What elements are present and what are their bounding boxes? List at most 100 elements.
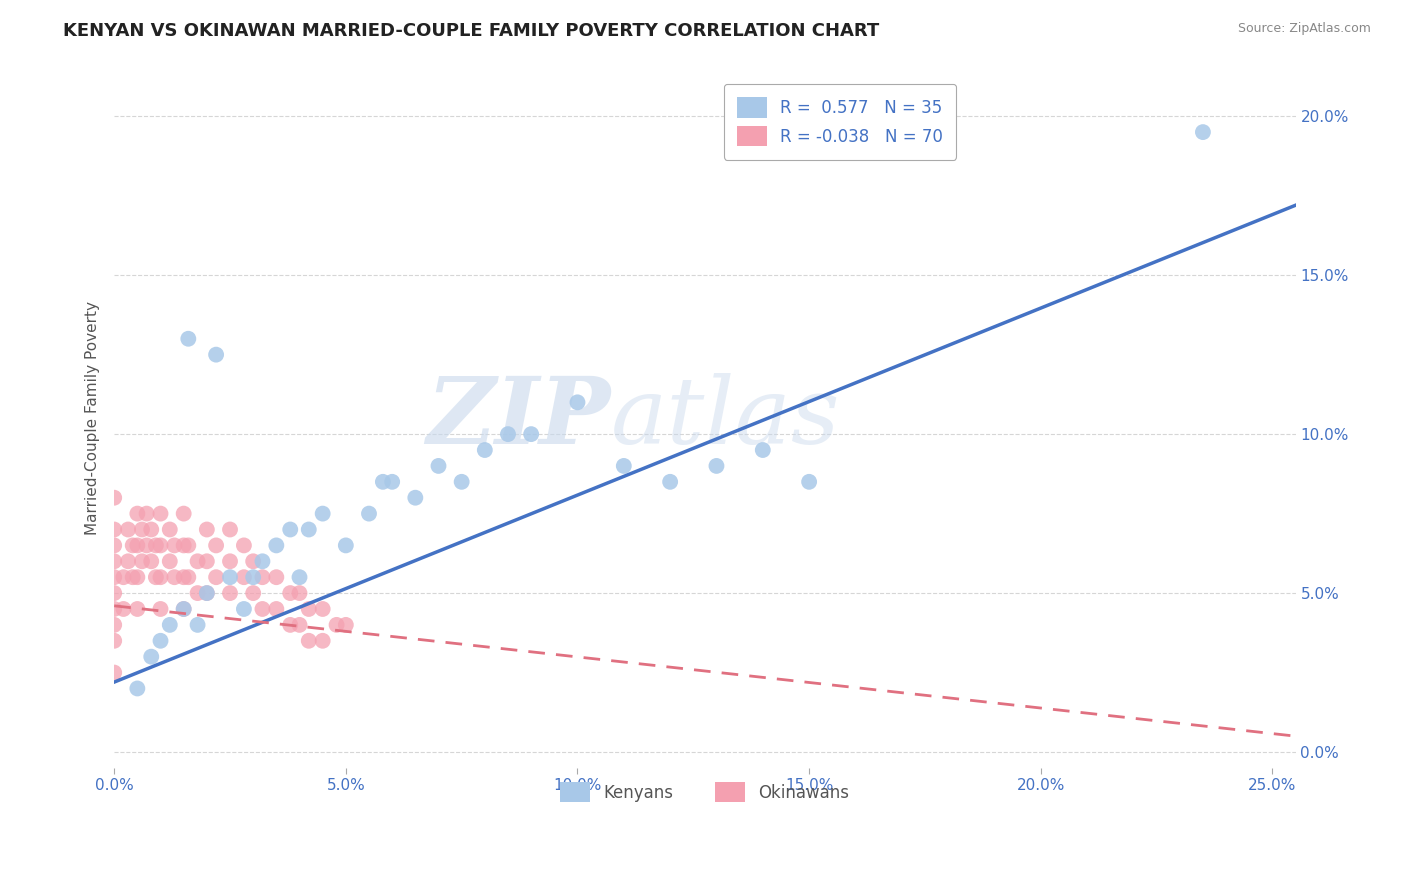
- Point: [381, 475, 404, 489]
- Point: [232, 570, 254, 584]
- Point: [177, 538, 200, 552]
- Legend: Kenyans, Okinawans: Kenyans, Okinawans: [547, 769, 863, 815]
- Point: [173, 570, 195, 584]
- Point: [266, 602, 288, 616]
- Point: [278, 586, 301, 600]
- Point: [103, 538, 125, 552]
- Point: [187, 554, 209, 568]
- Point: [127, 570, 149, 584]
- Point: [567, 395, 589, 409]
- Point: [127, 538, 149, 552]
- Point: [288, 586, 311, 600]
- Point: [149, 538, 172, 552]
- Point: [474, 443, 496, 458]
- Point: [121, 570, 143, 584]
- Point: [103, 554, 125, 568]
- Point: [219, 554, 242, 568]
- Point: [149, 602, 172, 616]
- Point: [145, 570, 167, 584]
- Point: [371, 475, 394, 489]
- Point: [103, 602, 125, 616]
- Point: [103, 491, 125, 505]
- Point: [288, 618, 311, 632]
- Point: [278, 523, 301, 537]
- Point: [298, 523, 321, 537]
- Point: [103, 523, 125, 537]
- Point: [450, 475, 472, 489]
- Point: [335, 538, 357, 552]
- Point: [127, 681, 149, 696]
- Point: [103, 633, 125, 648]
- Text: Source: ZipAtlas.com: Source: ZipAtlas.com: [1237, 22, 1371, 36]
- Point: [219, 586, 242, 600]
- Point: [173, 602, 195, 616]
- Point: [117, 523, 139, 537]
- Point: [797, 475, 820, 489]
- Point: [242, 554, 264, 568]
- Point: [298, 602, 321, 616]
- Point: [121, 538, 143, 552]
- Point: [187, 586, 209, 600]
- Point: [135, 538, 157, 552]
- Text: KENYAN VS OKINAWAN MARRIED-COUPLE FAMILY POVERTY CORRELATION CHART: KENYAN VS OKINAWAN MARRIED-COUPLE FAMILY…: [63, 22, 880, 40]
- Point: [195, 554, 218, 568]
- Point: [659, 475, 682, 489]
- Point: [278, 618, 301, 632]
- Point: [159, 523, 181, 537]
- Point: [177, 570, 200, 584]
- Point: [195, 523, 218, 537]
- Point: [103, 570, 125, 584]
- Point: [252, 602, 274, 616]
- Point: [520, 427, 543, 442]
- Point: [298, 633, 321, 648]
- Point: [311, 507, 333, 521]
- Point: [242, 570, 264, 584]
- Point: [613, 458, 636, 473]
- Point: [242, 586, 264, 600]
- Point: [131, 554, 153, 568]
- Point: [103, 618, 125, 632]
- Point: [205, 348, 228, 362]
- Point: [149, 633, 172, 648]
- Point: [311, 633, 333, 648]
- Point: [325, 618, 347, 632]
- Point: [141, 554, 163, 568]
- Point: [427, 458, 450, 473]
- Point: [219, 523, 242, 537]
- Point: [219, 570, 242, 584]
- Text: ZIP: ZIP: [426, 373, 610, 463]
- Point: [404, 491, 426, 505]
- Point: [706, 458, 728, 473]
- Point: [357, 507, 380, 521]
- Point: [252, 570, 274, 584]
- Point: [141, 523, 163, 537]
- Point: [205, 570, 228, 584]
- Point: [252, 554, 274, 568]
- Point: [131, 523, 153, 537]
- Point: [496, 427, 519, 442]
- Point: [266, 570, 288, 584]
- Point: [103, 665, 125, 680]
- Point: [159, 554, 181, 568]
- Point: [266, 538, 288, 552]
- Point: [335, 618, 357, 632]
- Point: [145, 538, 167, 552]
- Point: [173, 602, 195, 616]
- Point: [1192, 125, 1215, 139]
- Point: [177, 332, 200, 346]
- Point: [752, 443, 775, 458]
- Point: [141, 649, 163, 664]
- Point: [288, 570, 311, 584]
- Point: [112, 570, 135, 584]
- Point: [127, 602, 149, 616]
- Point: [187, 618, 209, 632]
- Point: [195, 586, 218, 600]
- Y-axis label: Married-Couple Family Poverty: Married-Couple Family Poverty: [86, 301, 100, 535]
- Point: [117, 554, 139, 568]
- Point: [112, 602, 135, 616]
- Point: [127, 507, 149, 521]
- Point: [135, 507, 157, 521]
- Point: [149, 570, 172, 584]
- Point: [173, 507, 195, 521]
- Point: [232, 538, 254, 552]
